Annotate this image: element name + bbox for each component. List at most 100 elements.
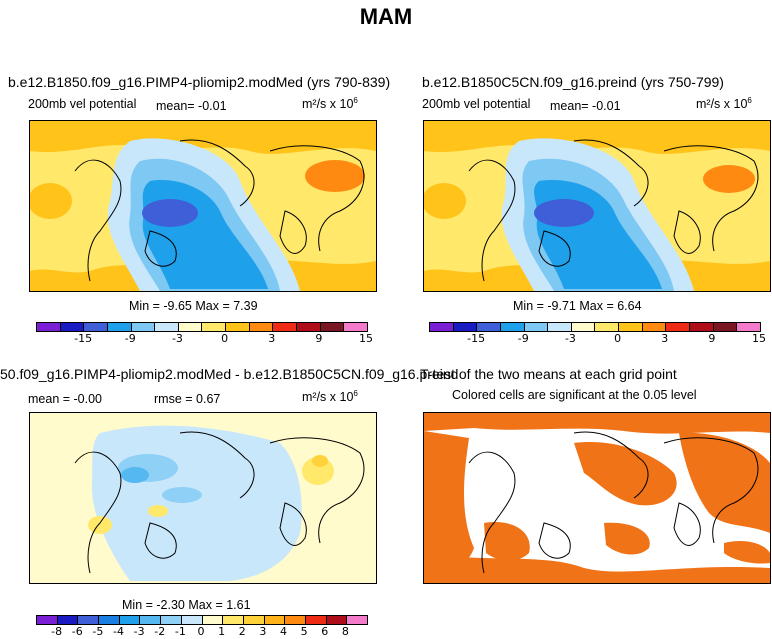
colorbar-tick-label: 3 xyxy=(268,332,276,345)
colorbar-swatch xyxy=(140,616,162,624)
colorbar-swatch xyxy=(430,323,454,331)
colorbar-tick-label: 15 xyxy=(359,332,373,345)
colorbar-swatch xyxy=(60,323,85,331)
colorbar-tick-label: -6 xyxy=(71,625,83,638)
colorbar-tick-label: 4 xyxy=(280,625,287,638)
colorbar-swatch xyxy=(595,323,620,331)
panel2-field-west xyxy=(424,183,466,219)
panel2-colorbar-ticks: -15 -9 -3 0 3 9 15 xyxy=(429,332,766,346)
colorbar-swatch xyxy=(202,616,224,624)
colorbar-tick-label: 0 xyxy=(614,332,622,345)
panel3-field-pos2 xyxy=(88,516,112,534)
panel3-colorbar xyxy=(36,615,368,625)
colorbar-tick-label: 1 xyxy=(218,625,226,638)
colorbar-swatch xyxy=(249,323,274,331)
panel3-field-min xyxy=(121,467,149,483)
panel1-variable-label: 200mb vel potential xyxy=(28,97,137,111)
panel1-units: m²/s x 106 xyxy=(302,96,358,111)
panel1-map xyxy=(29,120,377,292)
colorbar-tick-label: -9 xyxy=(517,332,529,345)
colorbar-swatch xyxy=(344,323,367,331)
colorbar-swatch xyxy=(99,616,120,624)
panel4-sig-southeast xyxy=(724,541,770,564)
colorbar-tick-label: 5 xyxy=(300,625,308,638)
panel3-map-svg xyxy=(30,413,376,583)
panel3-mean: mean = -0.00 xyxy=(28,392,103,406)
panel4-sig-north xyxy=(424,413,770,434)
colorbar-tick-label: -4 xyxy=(113,625,124,638)
panel3-colorbar-ticks: -8 -6 -5 -4 -3 -2 -1 0 1 2 3 4 5 6 8 xyxy=(36,625,366,639)
panel1-map-svg xyxy=(30,121,376,291)
colorbar-swatch xyxy=(37,616,58,624)
colorbar-tick-label: 0 xyxy=(197,625,205,638)
colorbar-swatch xyxy=(713,323,738,331)
panel2-map-svg xyxy=(424,121,770,291)
panel4-sig-south xyxy=(424,553,770,583)
colorbar-tick-label: 2 xyxy=(238,625,246,638)
panel2-units: m²/s x 106 xyxy=(696,96,752,111)
colorbar-swatch xyxy=(273,323,298,331)
panel1-colorbar xyxy=(36,322,368,332)
colorbar-swatch xyxy=(320,323,345,331)
colorbar-swatch xyxy=(181,616,203,624)
panel4-coastlines xyxy=(468,431,759,574)
colorbar-swatch xyxy=(119,616,141,624)
panel2-coastlines xyxy=(468,139,759,282)
page-title: MAM xyxy=(359,4,413,29)
panel3-field-pos3 xyxy=(148,505,168,517)
colorbar-tick-label: -9 xyxy=(124,332,136,345)
colorbar-tick-label: 8 xyxy=(341,625,349,638)
panel4-sig-west xyxy=(424,431,474,583)
panel2-minmax: Min = -9.71 Max = 6.64 xyxy=(513,299,642,313)
panel4-sig-southcentral xyxy=(604,522,650,555)
colorbar-swatch xyxy=(264,616,286,624)
colorbar-swatch xyxy=(548,323,572,331)
colorbar-swatch xyxy=(84,323,108,331)
panel3-map xyxy=(29,412,377,584)
panel1-mean: mean= -0.01 xyxy=(156,99,227,113)
panel3-units-text: m²/s x 10 xyxy=(302,390,354,405)
panel1-minmax: Min = -9.65 Max = 7.39 xyxy=(129,299,258,313)
panel1-field-north xyxy=(30,121,376,154)
panel3-units: m²/s x 106 xyxy=(302,389,358,404)
colorbar-swatch xyxy=(107,323,132,331)
colorbar-tick-label: -5 xyxy=(92,625,104,638)
panel4-sig-southwest xyxy=(484,522,530,561)
colorbar-tick-label: -1 xyxy=(174,625,186,638)
panel3-units-exp: 6 xyxy=(353,389,358,398)
colorbar-tick-label: -15 xyxy=(467,332,486,345)
panel1-coastlines xyxy=(74,139,365,282)
panel3-field-neg3 xyxy=(162,487,202,503)
colorbar-tick-label: 6 xyxy=(321,625,329,638)
colorbar-tick-label: 3 xyxy=(661,332,669,345)
colorbar-swatch xyxy=(347,616,367,624)
panel1-title: b.e12.B1850.f09_g16.PIMP4-pliomip2.modMe… xyxy=(8,74,391,90)
colorbar-swatch xyxy=(57,616,79,624)
panel4-title: T-test of the two means at each grid poi… xyxy=(420,366,677,382)
colorbar-swatch xyxy=(37,323,61,331)
colorbar-swatch xyxy=(619,323,643,331)
colorbar-swatch xyxy=(453,323,478,331)
panel4-map-svg xyxy=(424,413,770,583)
colorbar-swatch xyxy=(161,616,182,624)
colorbar-swatch xyxy=(690,323,714,331)
panel2-units-exp: 6 xyxy=(747,96,752,105)
colorbar-swatch xyxy=(305,616,327,624)
colorbar-swatch xyxy=(524,323,549,331)
panel2-variable-label: 200mb vel potential xyxy=(422,97,531,111)
panel4-significance xyxy=(424,413,770,583)
colorbar-swatch xyxy=(666,323,691,331)
colorbar-tick-label: 0 xyxy=(221,332,229,345)
colorbar-swatch xyxy=(326,616,348,624)
panel2-field-min xyxy=(534,199,594,227)
colorbar-tick-label: 3 xyxy=(259,625,267,638)
panel3-title: 50.f09_g16.PIMP4-pliomip2.modMed - b.e12… xyxy=(0,366,459,382)
colorbar-swatch xyxy=(243,616,265,624)
panel2-field-max xyxy=(703,165,755,193)
panel1-field-max xyxy=(305,160,365,192)
panel3-field-neg1 xyxy=(91,425,302,581)
colorbar-swatch xyxy=(571,323,596,331)
colorbar-tick-label: -15 xyxy=(74,332,93,345)
panel4-map xyxy=(423,412,771,584)
colorbar-swatch xyxy=(297,323,321,331)
